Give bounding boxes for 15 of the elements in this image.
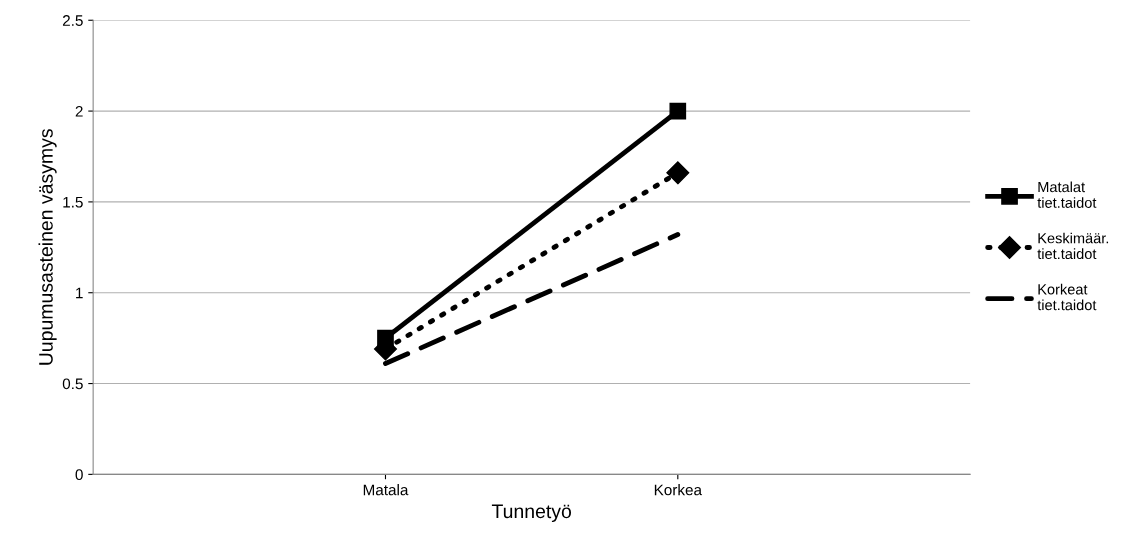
legend-label: Matalat tiet.taidot <box>1037 181 1097 208</box>
y-tick-label: 1.5 <box>63 196 83 208</box>
y-tick-label: 1 <box>76 287 83 299</box>
x-tick-label: Matala <box>363 484 409 496</box>
y-tick-label: 0.5 <box>62 378 83 390</box>
legend-label: Korkeat tiet.taidot <box>1037 283 1097 311</box>
y-tick-label: 2.5 <box>62 15 83 26</box>
x-axis-title: Tunnetyö <box>491 504 572 523</box>
y-tick-label: 0 <box>75 469 83 481</box>
x-tick-label: Korkea <box>654 484 703 496</box>
point <box>666 161 690 185</box>
point <box>669 102 687 120</box>
legend-label: Keskimäär. tiet.taidot <box>1037 232 1109 260</box>
y-tick-label: 2 <box>75 105 83 117</box>
y-axis-title: Uupumusasteinen väsymys <box>38 129 57 365</box>
